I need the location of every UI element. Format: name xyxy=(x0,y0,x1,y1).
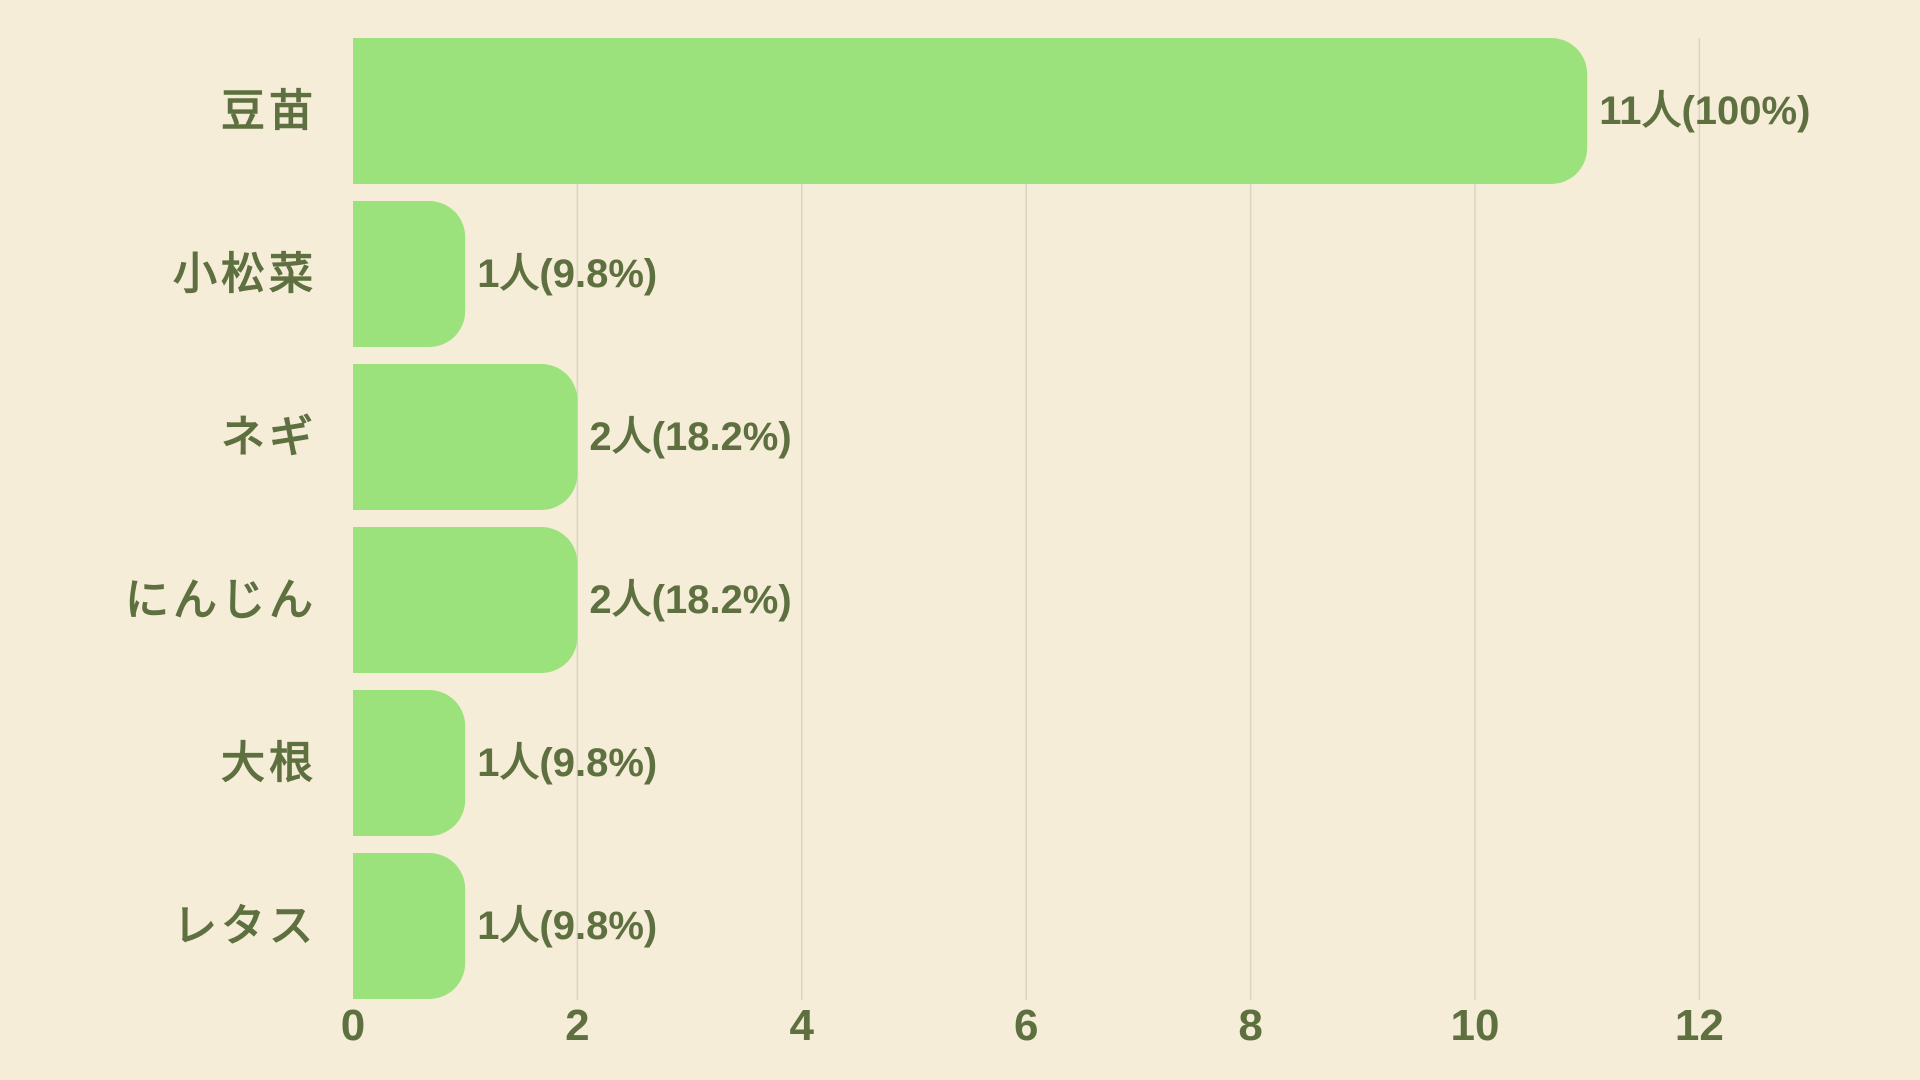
x-axis-ticks: 0 2 4 6 8 10 12 xyxy=(341,1001,1724,1050)
x-tick-label: 6 xyxy=(1014,1001,1038,1050)
bar xyxy=(353,690,466,836)
value-label: 1人(9.8%) xyxy=(477,741,657,785)
x-tick-label: 2 xyxy=(565,1001,589,1050)
x-tick-label: 8 xyxy=(1238,1001,1262,1050)
bar xyxy=(353,38,1588,184)
bar xyxy=(353,201,466,347)
category-label: にんじん xyxy=(125,575,317,626)
value-label: 2人(18.2%) xyxy=(589,578,791,622)
category-label: 小松菜 xyxy=(173,249,317,300)
x-tick-label: 4 xyxy=(790,1001,815,1050)
category-label: レタス xyxy=(173,901,317,952)
bar xyxy=(353,853,466,999)
grid-lines xyxy=(576,38,1701,1000)
x-tick-label: 12 xyxy=(1675,1001,1724,1050)
bar xyxy=(353,527,578,673)
x-tick-label: 0 xyxy=(341,1001,365,1050)
category-label: 大根 xyxy=(221,738,317,789)
value-labels: 11人(100%) 1人(9.8%) 2人(18.2%) 2人(18.2%) 1人(9.… xyxy=(477,89,1810,948)
category-label: ネギ xyxy=(221,412,317,463)
value-label: 2人(18.2%) xyxy=(589,415,791,459)
value-label: 1人(9.8%) xyxy=(477,904,657,948)
bars xyxy=(353,38,1588,999)
x-tick-label: 10 xyxy=(1451,1001,1500,1050)
value-label: 1人(9.8%) xyxy=(477,252,657,296)
value-label: 11人(100%) xyxy=(1599,89,1810,133)
bar xyxy=(353,364,578,510)
category-label: 豆苗 xyxy=(221,86,317,137)
